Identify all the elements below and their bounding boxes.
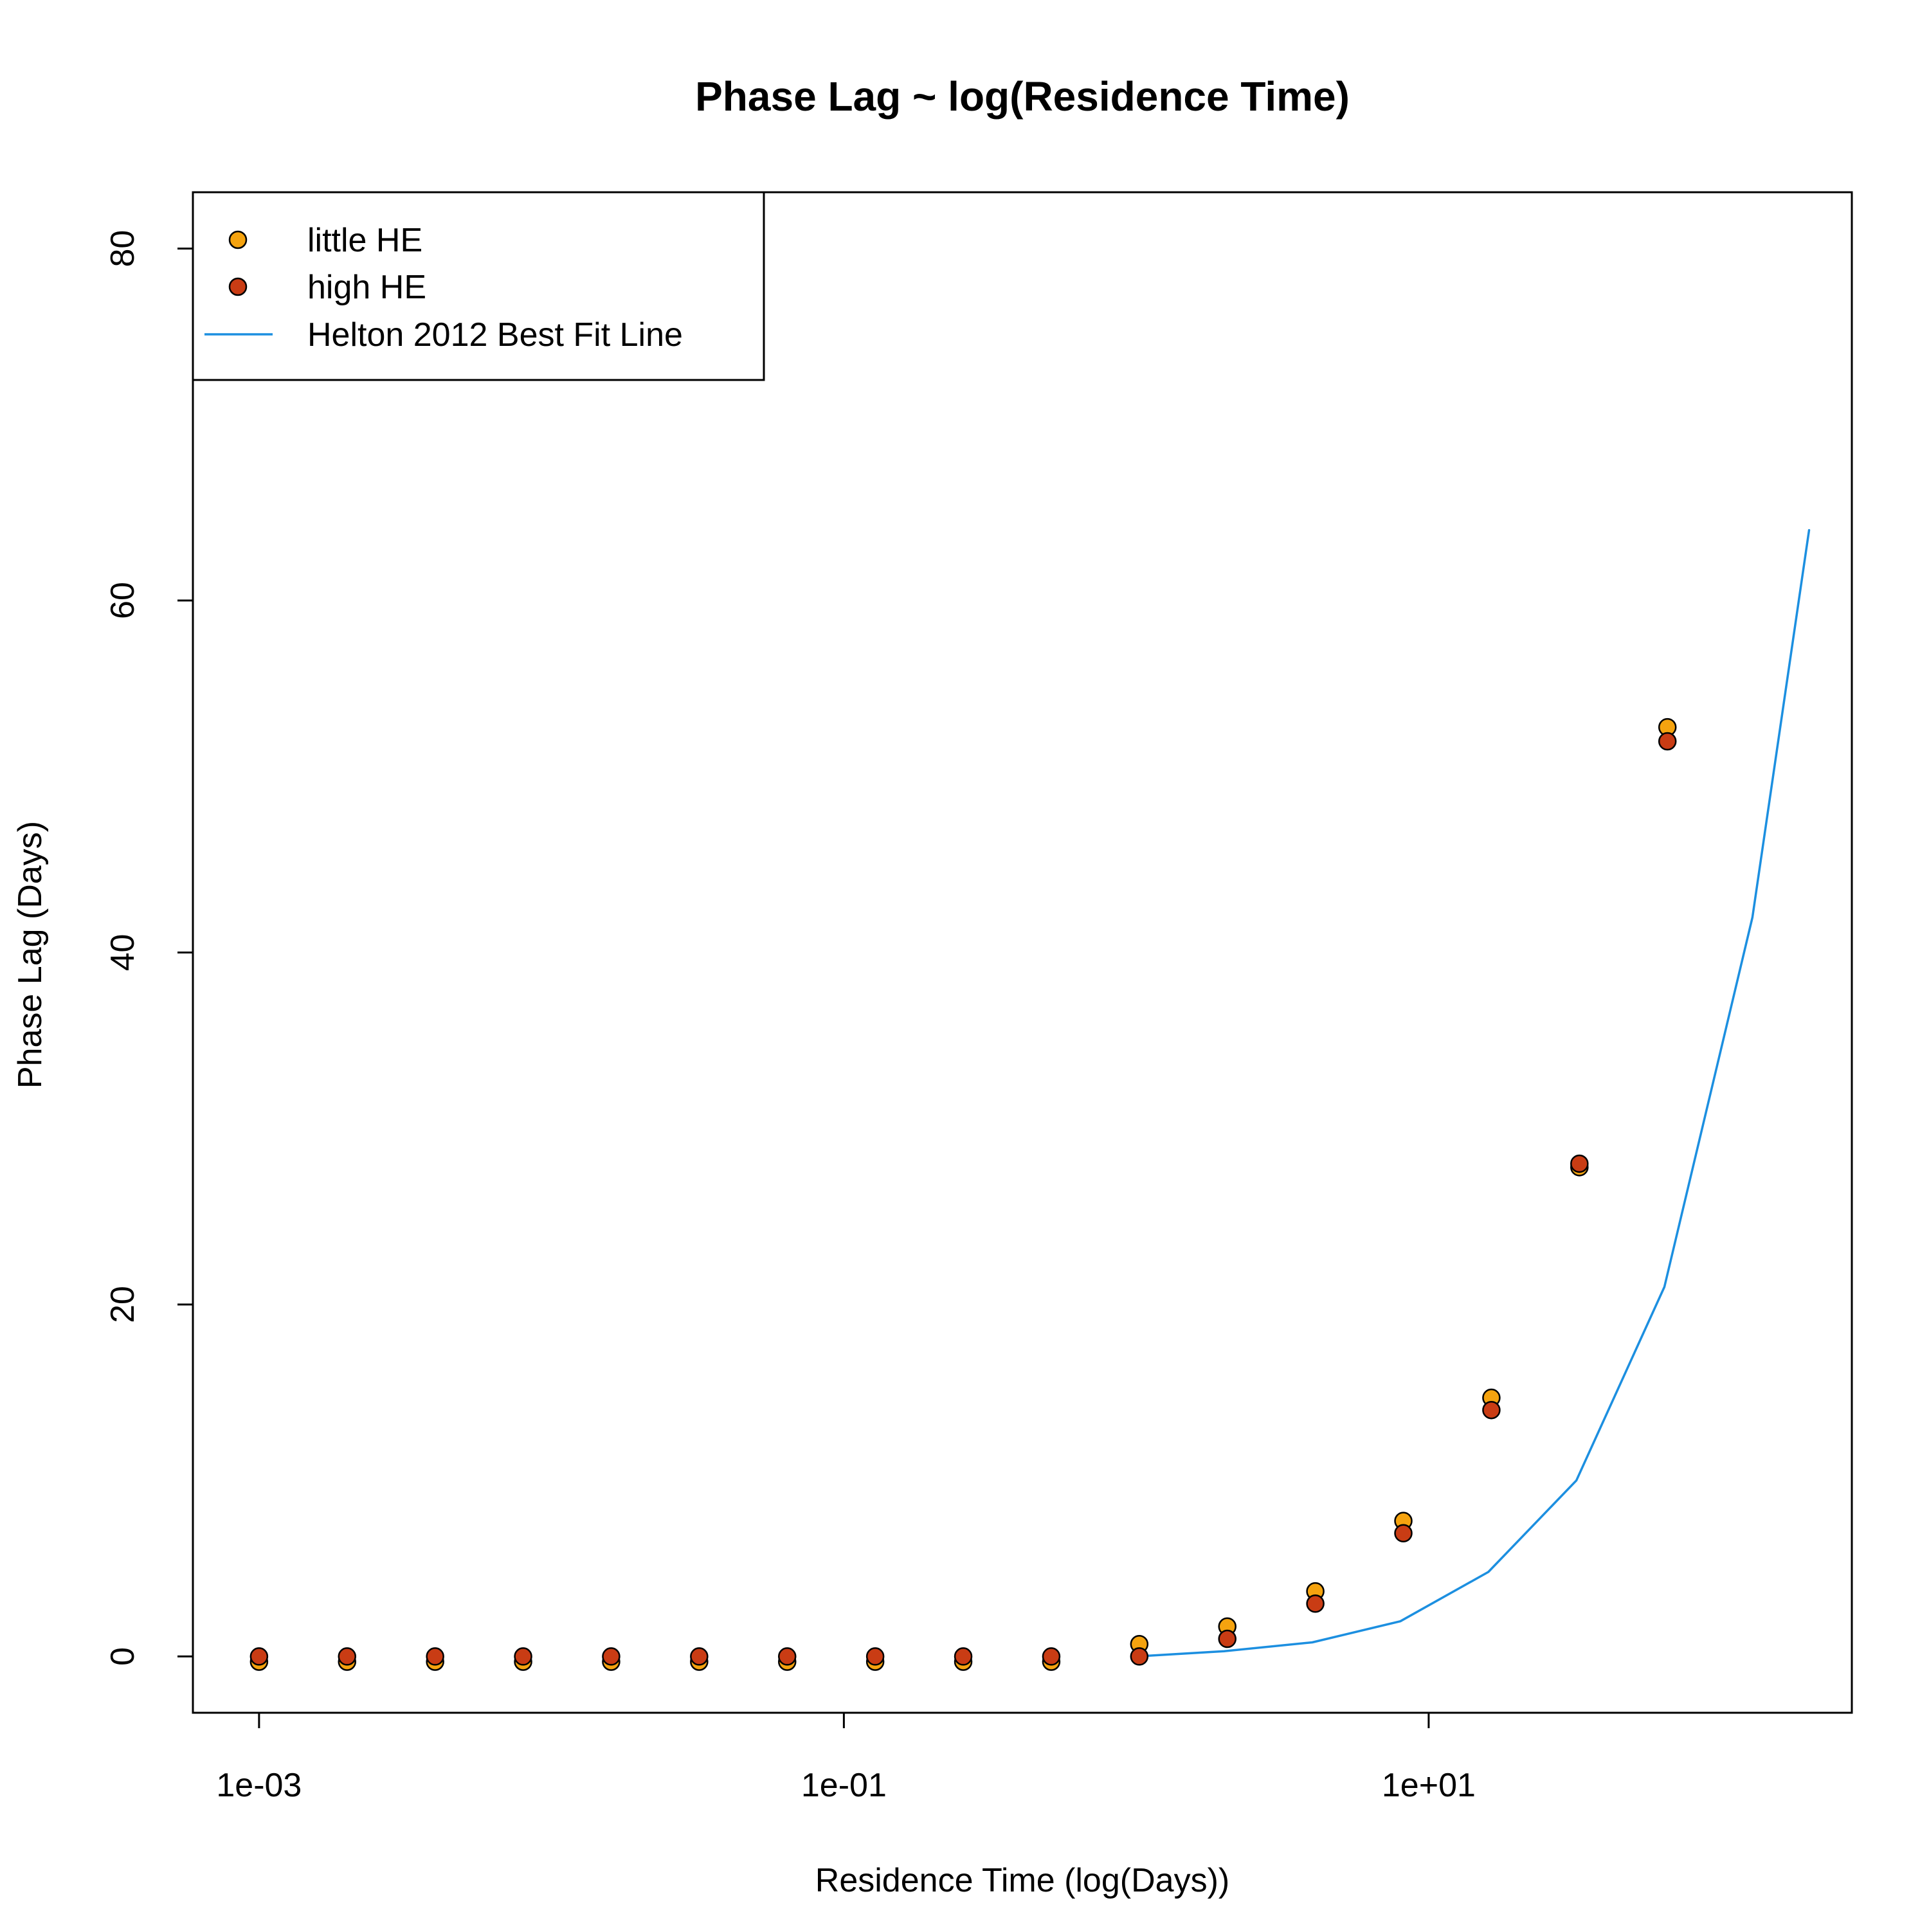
high-he-point	[1394, 1524, 1413, 1543]
high-he-point	[865, 1647, 885, 1666]
y-axis-label: Phase Lag (Days)	[12, 821, 49, 1088]
high-he-point	[1482, 1400, 1501, 1420]
chart-title: Phase Lag ~ log(Residence Time)	[695, 73, 1350, 120]
high-he-point	[1658, 732, 1677, 751]
high-he-point	[954, 1647, 973, 1666]
high-he-point	[1218, 1629, 1236, 1648]
y-tick-label: 0	[104, 1647, 141, 1666]
high-he-point	[249, 1647, 269, 1666]
high-he-point	[1306, 1594, 1325, 1613]
points-layer	[249, 718, 1677, 1671]
y-tick-label: 20	[104, 1286, 141, 1323]
helton-fit-line	[1135, 528, 1811, 1658]
high-he-point	[1130, 1647, 1149, 1666]
legend-item-little-he: little HE	[307, 222, 422, 259]
legend-item-high-he: high HE	[307, 269, 426, 306]
little-he-legend-icon	[228, 230, 248, 249]
high-he-point	[602, 1647, 620, 1666]
x-tick-label: 1e-03	[216, 1767, 302, 1804]
fit-line-layer	[1135, 528, 1811, 1658]
high-he-point	[338, 1647, 357, 1666]
legend: little HE high HE Helton 2012 Best Fit Lin…	[192, 191, 765, 381]
x-tick-label: 1e+01	[1382, 1767, 1476, 1804]
legend-item-helton-fit: Helton 2012 Best Fit Line	[307, 316, 683, 354]
high-he-point	[1570, 1154, 1589, 1173]
legend-box	[192, 191, 765, 381]
high-he-point	[514, 1647, 532, 1666]
high-he-point	[426, 1647, 444, 1666]
high-he-legend-icon	[228, 277, 248, 296]
high-he-point	[777, 1647, 797, 1666]
x-axis-label: Residence Time (log(Days))	[815, 1862, 1229, 1899]
y-tick-label: 80	[104, 230, 141, 267]
plot-frame	[192, 191, 1853, 1714]
y-tick-label: 40	[104, 934, 141, 971]
y-tick-label: 60	[104, 582, 141, 619]
high-he-point	[1042, 1647, 1061, 1666]
high-he-point	[690, 1647, 709, 1666]
x-tick-label: 1e-01	[801, 1767, 887, 1804]
